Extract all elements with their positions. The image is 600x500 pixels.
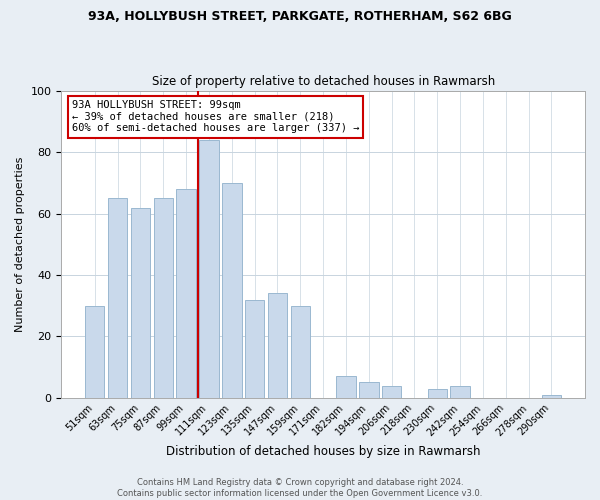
Bar (336, 376, 356, 398)
Bar (290, 306, 310, 398)
Y-axis label: Number of detached properties: Number of detached properties (15, 156, 25, 332)
Text: 93A, HOLLYBUSH STREET, PARKGATE, ROTHERHAM, S62 6BG: 93A, HOLLYBUSH STREET, PARKGATE, ROTHERH… (88, 10, 512, 23)
Bar (359, 382, 379, 398)
X-axis label: Distribution of detached houses by size in Rawmarsh: Distribution of detached houses by size … (166, 444, 481, 458)
Bar (428, 388, 447, 398)
Bar (199, 140, 218, 398)
Bar (154, 198, 173, 398)
Bar (108, 198, 127, 398)
Text: Contains HM Land Registry data © Crown copyright and database right 2024.
Contai: Contains HM Land Registry data © Crown c… (118, 478, 482, 498)
Bar (382, 386, 401, 398)
Bar (222, 183, 242, 398)
Bar (542, 394, 561, 398)
Bar (85, 306, 104, 398)
Bar (451, 386, 470, 398)
Title: Size of property relative to detached houses in Rawmarsh: Size of property relative to detached ho… (152, 76, 495, 88)
Text: 93A HOLLYBUSH STREET: 99sqm
← 39% of detached houses are smaller (218)
60% of se: 93A HOLLYBUSH STREET: 99sqm ← 39% of det… (72, 100, 359, 134)
Bar (176, 189, 196, 398)
Bar (245, 300, 265, 398)
Bar (268, 294, 287, 398)
Bar (131, 208, 150, 398)
